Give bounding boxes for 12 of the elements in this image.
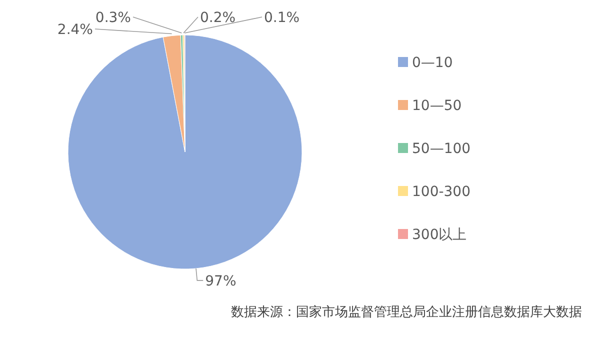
- legend-label: 10—50: [412, 98, 462, 114]
- data-label: 0.3%: [95, 10, 131, 26]
- legend-label: 300以上: [412, 227, 467, 243]
- data-label: 2.4%: [57, 22, 93, 38]
- data-label: 97%: [205, 273, 236, 290]
- legend-label: 100-300: [412, 184, 470, 200]
- pie-slice: [68, 34, 302, 270]
- legend-label: 0—10: [412, 55, 453, 71]
- data-label: 0.2%: [200, 10, 236, 26]
- source-note: 数据来源：国家市场监督管理总局企业注册信息数据库大数据: [231, 304, 582, 320]
- data-label: 0.1%: [264, 10, 300, 26]
- legend-label: 50—100: [412, 141, 471, 157]
